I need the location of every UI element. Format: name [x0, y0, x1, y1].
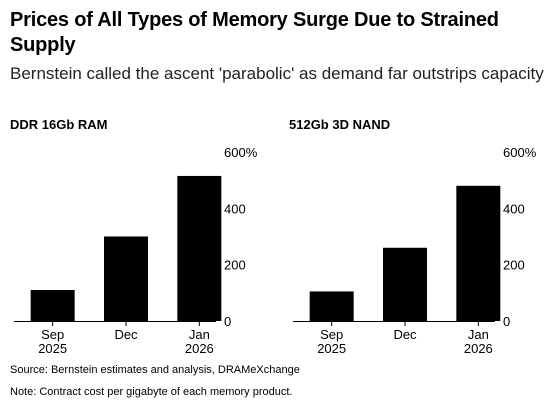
panel-title-nand: 512Gb 3D NAND: [289, 117, 391, 132]
x-tick-label: Jan 2026: [464, 327, 493, 356]
bar: [104, 236, 148, 321]
y-tick-label: 0: [503, 314, 510, 329]
x-tick-label: Sep 2025: [317, 327, 346, 356]
bar: [383, 247, 427, 321]
y-tick-label: 0: [224, 314, 231, 329]
bar: [30, 290, 75, 321]
source-note: Source: Bernstein estimates and analysis…: [10, 364, 300, 376]
bar: [456, 185, 501, 321]
x-tick-label: Sep 2025: [38, 327, 67, 356]
y-tick-label: 600%: [224, 145, 258, 160]
nand-bar-chart: 0 200 400 600% Sep 2025 Dec Jan 2026: [293, 145, 537, 356]
ddr-ram-bar-chart: 0 200 400 600% Sep 2025 Dec Jan 2026: [14, 145, 258, 356]
chart-title: Prices of All Types of Memory Surge Due …: [10, 9, 499, 56]
y-tick-label: 400: [224, 201, 246, 216]
panel-title-ddr: DDR 16Gb RAM: [10, 117, 108, 132]
y-tick-label: 400: [503, 201, 525, 216]
footnote: Note: Contract cost per gigabyte of each…: [10, 386, 293, 398]
y-tick-label: 200: [224, 258, 246, 273]
y-tick-label: 600%: [503, 145, 537, 160]
bar: [177, 175, 222, 321]
x-tick-label: Dec: [393, 327, 417, 342]
y-tick-label: 200: [503, 258, 525, 273]
x-tick-label: Dec: [114, 327, 138, 342]
chart-subtitle: Bernstein called the ascent 'parabolic' …: [10, 64, 544, 83]
x-tick-label: Jan 2026: [185, 327, 214, 356]
bar: [309, 291, 354, 321]
